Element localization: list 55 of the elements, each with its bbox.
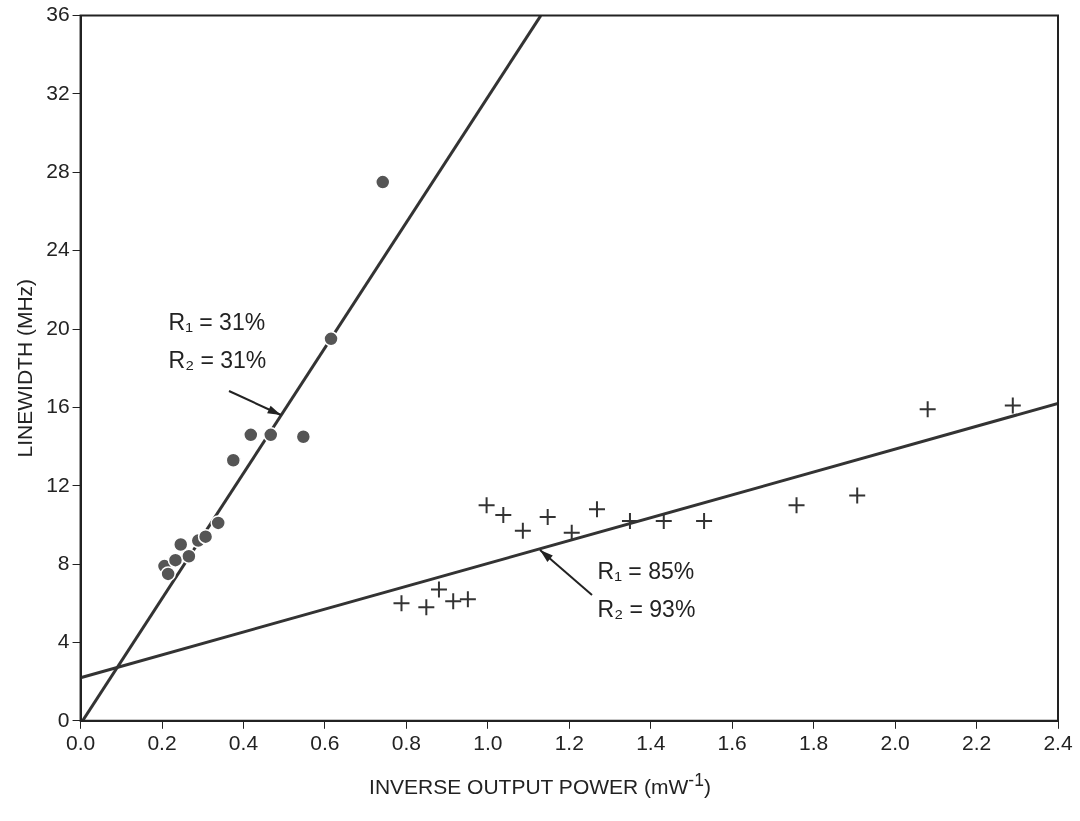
y-axis-title: LINEWIDTH (MHz): [13, 278, 37, 458]
point: [513, 521, 532, 540]
point: [695, 511, 714, 530]
point: [197, 528, 214, 545]
point: [417, 598, 436, 617]
point: [181, 548, 197, 564]
point: [295, 429, 312, 445]
annotation: R₁ = 31% R₂ = 31%: [168, 308, 267, 373]
x-axis-title: INVERSE OUTPUT POWER (mW$^{-1}$): [368, 770, 712, 799]
point: [323, 331, 339, 347]
point: [538, 508, 557, 527]
point: [458, 590, 477, 609]
x-tick-label: 0.4: [228, 731, 259, 755]
x-tick-label: 1.8: [799, 731, 829, 755]
x-tick-label: 0.2: [147, 731, 177, 755]
point: [173, 536, 189, 553]
point: [225, 452, 242, 469]
point: [429, 580, 448, 599]
point: [787, 496, 806, 515]
point: [587, 500, 606, 519]
x-tick-label: 0.8: [391, 731, 421, 755]
y-tick-label: 32: [46, 80, 70, 104]
y-tick-label: 12: [46, 472, 70, 496]
x-tick-label: 1.4: [636, 731, 666, 755]
x-tick-label: 1.0: [473, 731, 503, 755]
y-tick-label: 20: [46, 315, 70, 339]
point: [494, 506, 513, 525]
point: [444, 592, 463, 611]
annotation: R₁ = 85% R₂ = 93%: [597, 557, 696, 622]
y-tick-label: 16: [46, 394, 70, 418]
point: [160, 566, 176, 582]
x-tick-label: 2.0: [880, 731, 910, 755]
point: [263, 427, 279, 443]
point: [918, 400, 937, 419]
point: [1003, 396, 1022, 415]
point: [243, 427, 259, 443]
x-tick-label: 1.2: [554, 731, 584, 755]
x-tick-label: 1.6: [717, 731, 747, 755]
x-tick-label: 0.6: [310, 731, 340, 755]
y-tick-label: 36: [46, 2, 70, 26]
point: [375, 174, 391, 190]
point: [848, 486, 867, 505]
y-tick-label: 4: [57, 629, 70, 653]
x-tick-label: 2.4: [1043, 731, 1073, 755]
point: [620, 511, 639, 530]
point: [392, 594, 411, 613]
point: [477, 496, 496, 515]
y-tick-label: 24: [46, 237, 70, 261]
point: [167, 552, 184, 568]
point: [210, 515, 226, 531]
y-tick-label: 0: [57, 707, 70, 731]
x-tick-label: 2.2: [961, 731, 992, 755]
x-tick-label: 0.0: [65, 731, 96, 755]
y-tick-label: 28: [46, 159, 70, 183]
y-tick-label: 8: [57, 550, 70, 574]
